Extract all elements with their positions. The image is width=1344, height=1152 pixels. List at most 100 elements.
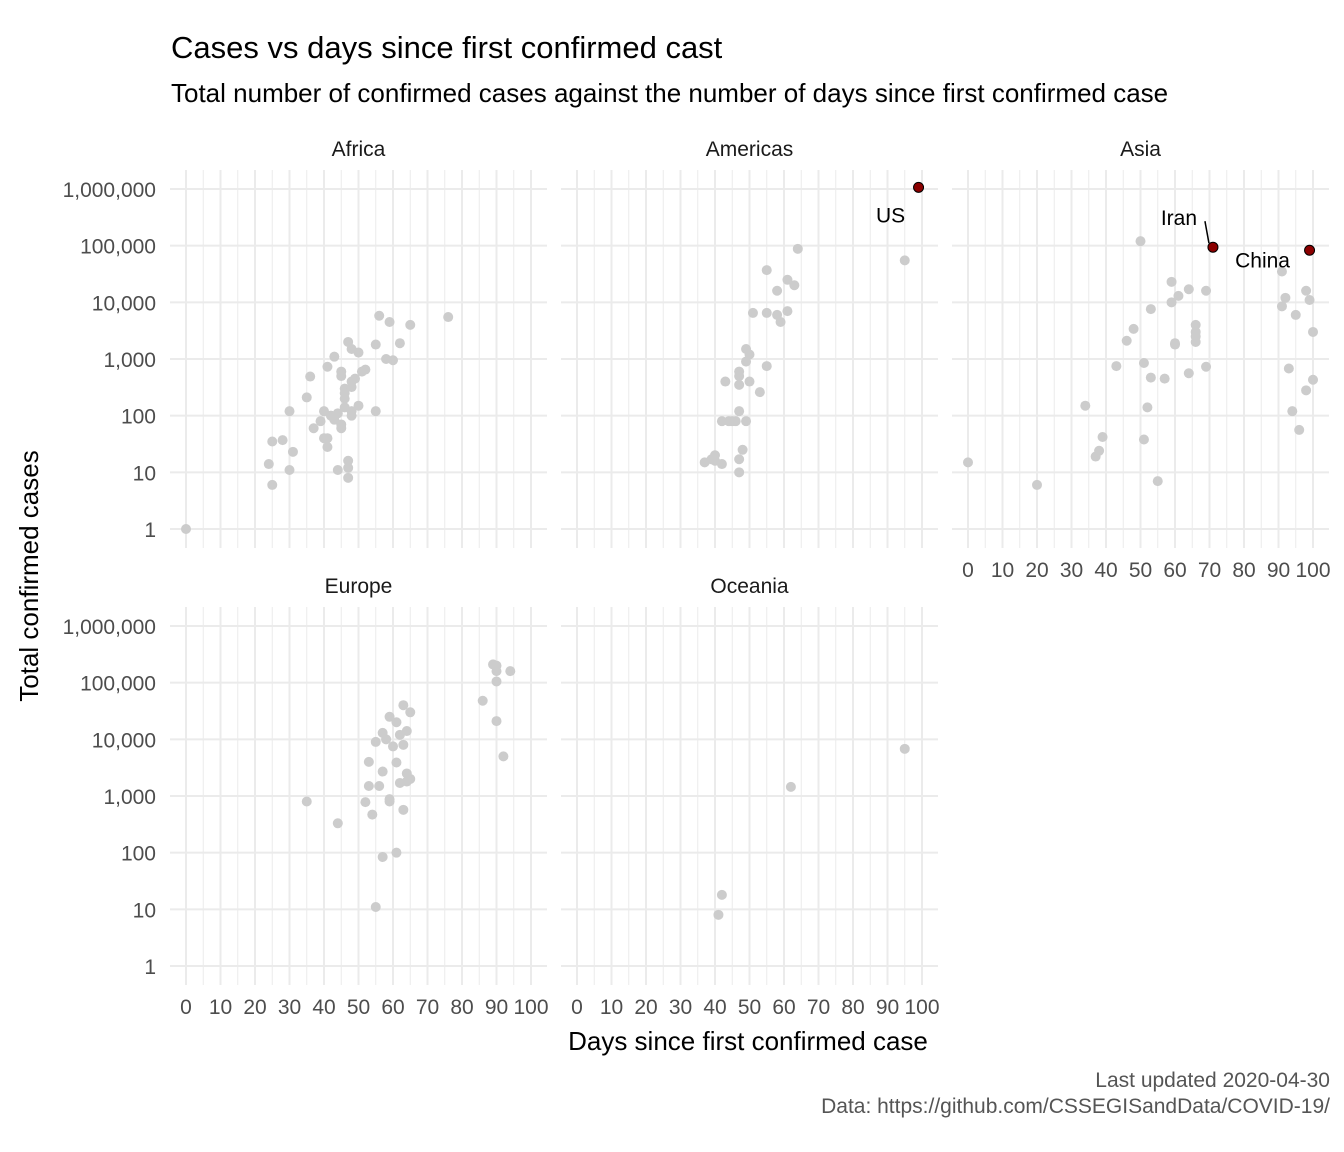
data-point-europe [391,717,402,728]
x-tick-label: 100 [904,996,939,1019]
data-point-americas [775,316,786,327]
data-point-africa [267,436,278,447]
data-point-asia [1166,297,1177,308]
y-tick-label: 1,000,000 [63,179,156,202]
x-tick-label: 0 [962,559,974,582]
x-tick-label: 40 [312,996,335,1019]
point-layer [181,181,1318,920]
data-point-africa [353,400,364,411]
x-tick-label: 20 [1025,559,1048,582]
data-point-asia [1280,292,1291,303]
data-point-asia [1128,323,1139,334]
label-leader-iran [1204,221,1210,244]
data-point-americas [737,444,748,455]
data-point-asia [1138,434,1149,445]
highlight-label-china: China [1235,249,1290,272]
data-point-africa [374,310,385,321]
data-point-europe [377,851,388,862]
data-point-africa [329,351,340,362]
data-point-asia [1166,276,1177,287]
data-point-africa [267,479,278,490]
x-tick-label: 100 [1295,559,1330,582]
x-tick-label: 70 [807,996,830,1019]
y-tick-label: 100,000 [80,673,156,696]
x-tick-label: 90 [1267,559,1290,582]
data-point-africa [360,364,371,375]
data-point-asia [1159,373,1170,384]
data-point-asia [1290,309,1301,320]
data-point-europe [370,736,381,747]
data-point-africa [332,464,343,475]
data-point-asia [1111,361,1122,372]
data-point-asia [1183,368,1194,379]
data-point-americas [747,307,758,318]
data-point-asia [1276,301,1287,312]
grid-layer [170,170,1329,985]
data-point-africa [343,462,354,473]
data-point-americas [772,285,783,296]
data-point-europe [398,804,409,815]
data-point-africa [346,382,357,393]
data-point-africa [287,446,298,457]
data-point-africa [394,338,405,349]
data-point-europe [491,676,502,687]
highlight-label-us: US [876,204,905,227]
x-tick-label: 10 [991,559,1014,582]
data-point-europe [374,781,385,792]
data-point-asia [1304,294,1315,305]
data-point-americas [734,371,745,382]
data-point-americas [741,416,752,427]
data-point-europe [388,741,398,752]
data-point-asia [1152,476,1163,487]
x-tick-label: 50 [1129,559,1152,582]
x-tick-label: 10 [209,996,232,1019]
data-point-africa [284,406,295,417]
data-point-asia [1301,385,1312,396]
data-point-africa [405,319,416,330]
data-point-asia [1032,479,1042,490]
facet-label-africa: Africa [332,138,386,161]
x-tick-label: 80 [1232,559,1255,582]
y-tick-label: 10,000 [92,292,156,315]
data-point-africa [308,423,319,434]
x-tick-label: 20 [243,996,266,1019]
data-point-africa [388,355,398,366]
data-point-asia [1080,400,1091,411]
x-tick-label: 70 [1198,559,1221,582]
data-point-americas [734,467,745,478]
data-point-africa [343,455,354,466]
data-point-americas [734,454,745,465]
y-tick-label: 10 [133,899,156,922]
data-point-europe [405,707,416,718]
x-tick-label: 10 [600,996,623,1019]
x-tick-label: 70 [416,996,439,1019]
data-point-americas [744,376,755,387]
y-tick-label: 1,000 [103,349,156,372]
data-point-africa [277,435,288,446]
y-tick-label: 1 [144,519,156,542]
highlight-label-iran: Iran [1161,207,1197,230]
y-tick-label: 1 [144,956,156,979]
x-tick-label: 0 [571,996,583,1019]
data-point-africa [332,408,343,419]
data-point-europe [381,734,392,745]
data-point-africa [370,406,381,417]
data-point-africa [370,339,381,350]
data-point-africa [322,361,333,372]
data-point-asia [1138,357,1149,368]
data-point-asia [1145,372,1156,383]
x-tick-label: 40 [703,996,726,1019]
caption: Last updated 2020-04-30 Data: https://gi… [821,1068,1330,1120]
data-point-asia [1170,339,1180,350]
data-point-europe [367,809,378,820]
data-point-europe [477,695,488,706]
x-tick-label: 90 [876,996,899,1019]
data-point-europe [391,757,402,768]
data-point-asia [1308,374,1318,385]
data-point-asia [1308,326,1318,337]
data-point-asia [1294,424,1305,435]
x-tick-label: 60 [772,996,795,1019]
data-point-europe [377,766,388,777]
x-tick-label: 60 [381,996,404,1019]
